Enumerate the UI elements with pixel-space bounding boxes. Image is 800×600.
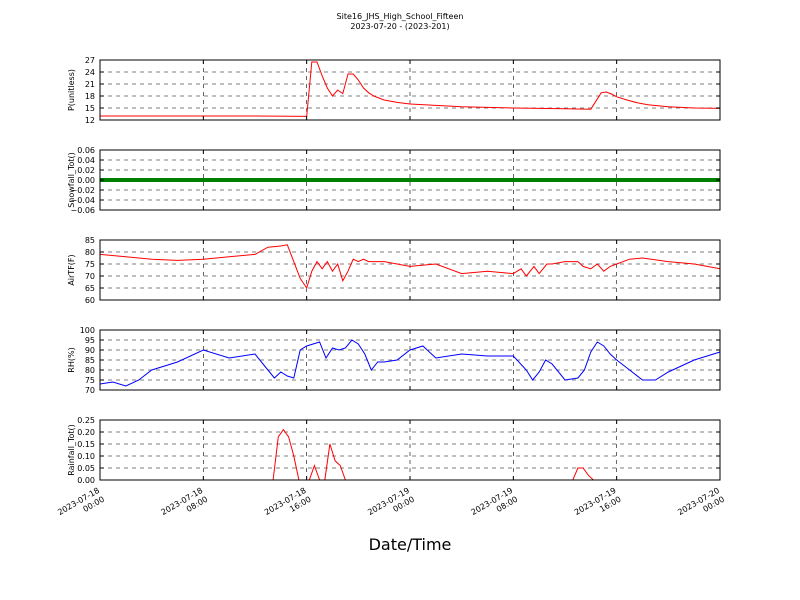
- y-tick-label: 90: [85, 346, 95, 355]
- x-tick-label: 2023-07-1916:00: [573, 486, 623, 526]
- y-tick-label: 0.02: [77, 166, 95, 175]
- subplot-1: 12 15 18 21 24 27 P(unitless): [67, 56, 721, 125]
- y-tick-label: 0.25: [77, 416, 95, 425]
- series-line-3: [99, 244, 721, 290]
- y-tick-label: 15: [85, 104, 95, 113]
- subplot-2: −0.06−0.04−0.020.000.020.040.06Snowfall_…: [67, 146, 721, 215]
- y-tick-label: 75: [85, 260, 95, 269]
- y-tick-label: 0.00: [77, 476, 95, 485]
- subplot-3: 60 65 70 75 80 85 AirTF(F): [67, 236, 721, 305]
- chart-title-line2: 2023-07-20 - (2023-201): [350, 22, 449, 31]
- y-tick-label: 70: [85, 386, 95, 395]
- x-tick-label: 2023-07-1900:00: [366, 486, 416, 526]
- series-line-1: [100, 61, 721, 117]
- x-axis-label: Date/Time: [369, 535, 452, 554]
- x-tick-label: 2023-07-1816:00: [263, 486, 313, 526]
- y-tick-label: −0.02: [70, 186, 95, 195]
- y-tick-label: 24: [85, 68, 95, 77]
- y-tick-label: −0.06: [70, 206, 95, 215]
- x-tick-label: 2023-07-1908:00: [470, 486, 520, 526]
- y-tick-label: 80: [85, 248, 95, 257]
- y-tick-label: 27: [85, 56, 95, 65]
- x-tick-label: 2023-07-2000:00: [676, 486, 726, 526]
- y-axis-label: RH(%): [67, 347, 76, 372]
- y-axis-label: P(unitless): [67, 69, 76, 111]
- y-tick-label: 0.00: [77, 176, 95, 185]
- y-tick-label: 100: [80, 326, 95, 335]
- y-tick-label: 0.05: [77, 464, 95, 473]
- y-tick-label: 85: [85, 356, 95, 365]
- y-tick-label: 21: [85, 80, 95, 89]
- y-tick-label: 0.04: [77, 156, 95, 165]
- subplots-group: 121518212427P(unitless)−0.06−0.04−0.020.…: [67, 56, 721, 485]
- chart-title-line1: Site16_JHS_High_School_Fifteen: [337, 12, 464, 21]
- y-axis-label: Rainfall_Tot(): [67, 424, 76, 476]
- y-tick-label: 85: [85, 236, 95, 245]
- x-axis-ticks: 2023-07-1800:00 2023-07-1808:00 2023-07-18…: [56, 486, 726, 526]
- y-tick-label: 80: [85, 366, 95, 375]
- y-tick-label: 18: [85, 92, 95, 101]
- y-tick-label: 95: [85, 336, 95, 345]
- y-tick-label: 65: [85, 284, 95, 293]
- y-tick-label: 70: [85, 272, 95, 281]
- y-tick-label: 75: [85, 376, 95, 385]
- y-tick-label: 0.06: [77, 146, 95, 155]
- y-tick-label: 12: [85, 116, 95, 125]
- y-tick-label: 0.20: [77, 428, 95, 437]
- y-tick-label: −0.04: [70, 196, 95, 205]
- y-tick-label: 0.10: [77, 452, 95, 461]
- y-tick-label: 60: [85, 296, 95, 305]
- x-tick-label: 2023-07-1808:00: [160, 486, 210, 526]
- y-axis-label: Snowfall_Tot(): [67, 152, 76, 208]
- y-tick-label: 0.15: [77, 440, 95, 449]
- series-line-4: [99, 339, 721, 387]
- series-line-5: [100, 428, 720, 481]
- y-axis-label: AirTF(F): [67, 254, 76, 285]
- x-tick-label: 2023-07-1800:00: [56, 486, 106, 526]
